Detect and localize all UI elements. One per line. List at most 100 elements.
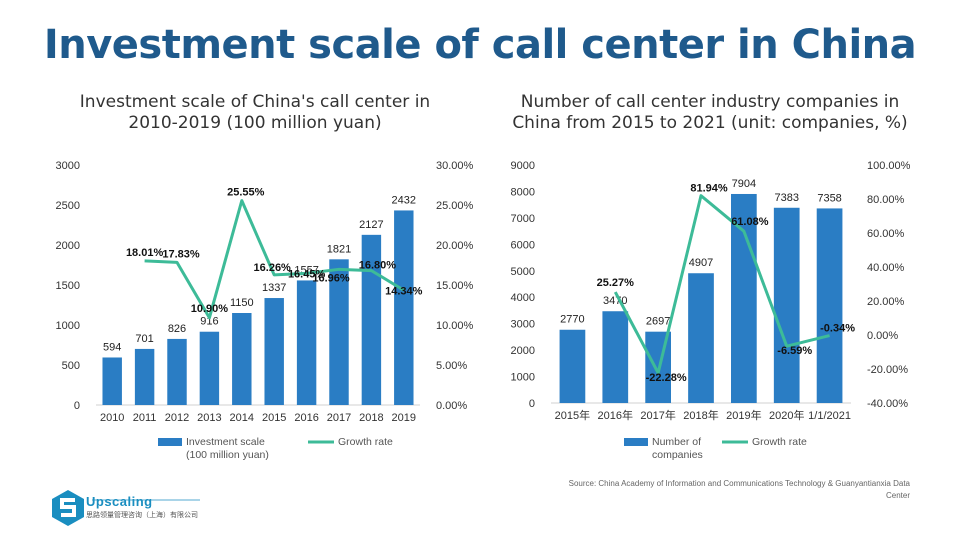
c1-bar-label: 1337 bbox=[262, 282, 286, 294]
c2-growth-label: 81.94% bbox=[690, 183, 728, 195]
c2-right-tick: 40.00% bbox=[867, 262, 905, 274]
c1-growth-label: 16.45% bbox=[288, 268, 326, 280]
chart1-title: Investment scale of China's call center … bbox=[79, 92, 431, 133]
c1-growth-label: 17.83% bbox=[162, 248, 200, 260]
c1-category-label: 2014 bbox=[230, 412, 254, 424]
c1-bar bbox=[296, 280, 317, 405]
c1-bar-label: 701 bbox=[135, 333, 153, 345]
c2-growth-label: 25.27% bbox=[597, 277, 635, 289]
c1-category-label: 2013 bbox=[197, 412, 221, 424]
c2-left-tick: 4000 bbox=[511, 292, 535, 304]
c2-left-tick: 6000 bbox=[511, 239, 535, 251]
c2-legend-bar-label: Number of bbox=[652, 436, 701, 448]
c2-bar bbox=[731, 193, 757, 403]
c1-bar-label: 2432 bbox=[392, 194, 416, 206]
c2-right-tick: 100.00% bbox=[867, 160, 911, 172]
c1-left-tick: 0 bbox=[74, 400, 80, 412]
c1-growth-label: 16.96% bbox=[312, 272, 350, 284]
c1-legend-bar-label: (100 million yuan) bbox=[186, 449, 269, 461]
c2-growth-label: 61.08% bbox=[731, 216, 769, 228]
c2-bar-label: 4907 bbox=[689, 257, 713, 269]
c1-legend-bar-swatch bbox=[158, 438, 182, 446]
c1-bar-label: 826 bbox=[168, 323, 186, 335]
chart2-title: Number of call center industry companies… bbox=[512, 92, 908, 133]
c1-bar bbox=[232, 313, 252, 405]
c2-bar-label: 7358 bbox=[817, 192, 841, 204]
c2-left-tick: 8000 bbox=[511, 186, 535, 198]
c2-right-tick: 20.00% bbox=[867, 296, 905, 308]
c2-bar bbox=[773, 207, 800, 403]
c1-bar-label: 916 bbox=[200, 316, 218, 328]
brand-subtitle: 思路领量管理咨询（上海）有限公司 bbox=[86, 512, 198, 519]
c1-bar-label: 1150 bbox=[230, 297, 254, 309]
c1-left-tick: 1500 bbox=[56, 280, 80, 292]
c2-right-tick: 60.00% bbox=[867, 228, 905, 240]
c1-bar bbox=[264, 298, 284, 405]
c1-category-label: 2011 bbox=[133, 412, 157, 424]
c2-bar-label: 2697 bbox=[646, 316, 670, 328]
c1-legend-line-label: Growth rate bbox=[338, 436, 393, 448]
c1-growth-label: 16.26% bbox=[254, 262, 292, 274]
c1-category-label: 2015 bbox=[262, 412, 286, 424]
c1-right-tick: 20.00% bbox=[436, 240, 474, 252]
c1-bar-label: 2127 bbox=[359, 219, 383, 231]
c1-right-tick: 10.00% bbox=[436, 320, 474, 332]
c2-category-label: 2019年 bbox=[726, 408, 761, 422]
c1-right-tick: 0.00% bbox=[436, 400, 467, 412]
c1-right-tick: 15.00% bbox=[436, 280, 474, 292]
c2-bar-label: 7904 bbox=[732, 178, 756, 190]
c2-growth-label: -22.28% bbox=[646, 372, 687, 384]
c2-bar-label: 2770 bbox=[560, 314, 584, 326]
c1-bar bbox=[329, 259, 349, 405]
c1-growth-label: 18.01% bbox=[126, 247, 164, 259]
c1-category-label: 2017 bbox=[327, 412, 351, 424]
c2-bar bbox=[559, 329, 586, 403]
c2-left-tick: 1000 bbox=[511, 372, 535, 384]
page-title: Investment scale of call center in China bbox=[43, 22, 917, 68]
c1-left-tick: 500 bbox=[62, 360, 80, 372]
c2-left-tick: 0 bbox=[529, 398, 535, 410]
c1-bar-label: 1821 bbox=[327, 243, 351, 255]
c1-left-tick: 1000 bbox=[56, 320, 80, 332]
c2-bar-label: 7383 bbox=[774, 192, 798, 204]
c2-left-tick: 5000 bbox=[511, 266, 535, 278]
c1-growth-label: 10.90% bbox=[191, 303, 229, 315]
c2-category-label: 2018年 bbox=[683, 408, 718, 422]
c1-category-label: 2016 bbox=[294, 412, 318, 424]
c1-bar bbox=[134, 348, 155, 405]
c1-bar bbox=[167, 338, 187, 405]
c2-bar bbox=[816, 208, 843, 403]
c1-category-label: 2010 bbox=[100, 412, 124, 424]
c2-growth-label: -0.34% bbox=[820, 323, 855, 335]
c2-left-tick: 9000 bbox=[511, 160, 535, 172]
c2-category-label: 2017年 bbox=[640, 408, 675, 422]
c2-left-tick: 7000 bbox=[511, 213, 535, 225]
c2-category-label: 1/1/2021 bbox=[808, 410, 851, 422]
c1-left-tick: 2000 bbox=[56, 240, 80, 252]
c1-category-label: 2018 bbox=[359, 412, 383, 424]
c2-growth-line bbox=[613, 194, 830, 375]
c2-category-label: 2015年 bbox=[555, 408, 590, 422]
c1-bar bbox=[199, 331, 220, 405]
c1-bar bbox=[394, 210, 414, 405]
source-note: Source: China Academy of Information and… bbox=[568, 479, 910, 500]
c2-bar bbox=[602, 311, 629, 403]
c1-category-label: 2012 bbox=[165, 412, 189, 424]
c1-bar bbox=[102, 357, 122, 405]
upscaling-logo-icon bbox=[52, 490, 200, 526]
c2-legend-bar-swatch bbox=[624, 438, 648, 446]
c1-bar-label: 594 bbox=[103, 341, 121, 353]
c1-bar bbox=[361, 234, 382, 405]
c1-right-tick: 30.00% bbox=[436, 160, 474, 172]
c1-right-tick: 5.00% bbox=[436, 360, 467, 372]
c1-growth-line bbox=[144, 199, 405, 320]
c1-growth-label: 14.34% bbox=[385, 285, 423, 297]
c2-right-tick: 80.00% bbox=[867, 194, 905, 206]
c2-bar bbox=[688, 273, 714, 403]
c1-growth-label: 16.80% bbox=[359, 260, 397, 272]
c2-growth-label: -6.59% bbox=[777, 345, 812, 357]
c1-category-label: 2019 bbox=[392, 412, 416, 424]
c2-legend-line-label: Growth rate bbox=[752, 436, 807, 448]
